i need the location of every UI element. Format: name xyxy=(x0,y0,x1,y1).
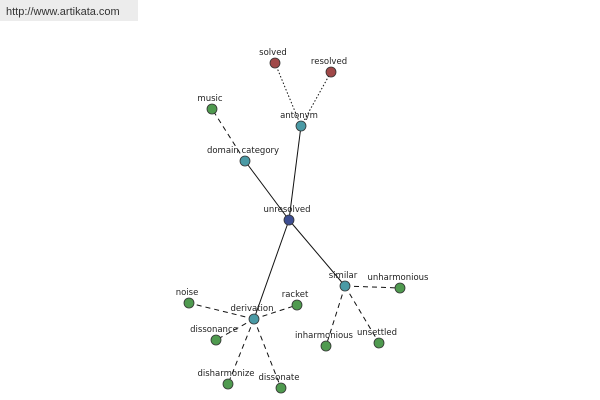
node-label: disharmonize xyxy=(197,369,254,379)
node-label: dissonance xyxy=(190,325,238,335)
edge xyxy=(253,318,282,389)
node-label: inharmonious xyxy=(295,331,354,341)
watermark-box xyxy=(0,0,138,21)
edge xyxy=(211,108,246,162)
node-label: unsettled xyxy=(357,328,397,338)
node xyxy=(222,378,234,390)
node-label: racket xyxy=(282,290,309,300)
edge xyxy=(344,285,401,289)
node xyxy=(206,103,218,115)
node xyxy=(373,337,385,349)
node xyxy=(283,214,295,226)
edge xyxy=(227,318,255,385)
node-label: derivation xyxy=(230,304,273,314)
node xyxy=(183,297,195,309)
node xyxy=(210,334,222,346)
node xyxy=(325,66,337,78)
node xyxy=(295,120,307,132)
edge xyxy=(325,285,346,347)
edges xyxy=(188,62,401,389)
watermark: http://www.artikata.com xyxy=(6,6,120,18)
node-label: domain category xyxy=(207,146,279,156)
edge xyxy=(215,318,255,341)
node xyxy=(394,282,406,294)
node-label: antonym xyxy=(280,111,318,121)
edge xyxy=(244,160,290,221)
node-label: music xyxy=(197,94,222,104)
edge xyxy=(253,304,298,320)
node-label: unresolved xyxy=(264,205,311,215)
node-label: unharmonious xyxy=(368,273,430,283)
node-label: solved xyxy=(259,48,287,58)
node xyxy=(248,313,260,325)
node-label: dissonate xyxy=(259,373,300,383)
edge xyxy=(288,125,302,221)
node xyxy=(269,57,281,69)
node xyxy=(320,340,332,352)
edge xyxy=(288,219,346,287)
node-label: similar xyxy=(329,271,358,281)
node xyxy=(239,155,251,167)
edge xyxy=(274,62,302,127)
edge xyxy=(253,219,290,320)
edge xyxy=(344,285,380,344)
node-label: noise xyxy=(176,288,199,298)
node-label: resolved xyxy=(311,57,347,67)
node xyxy=(291,299,303,311)
nodes: unresolved antonym solved resolved domain ca… xyxy=(176,48,430,394)
node xyxy=(275,382,287,394)
node xyxy=(339,280,351,292)
edge xyxy=(188,302,255,320)
